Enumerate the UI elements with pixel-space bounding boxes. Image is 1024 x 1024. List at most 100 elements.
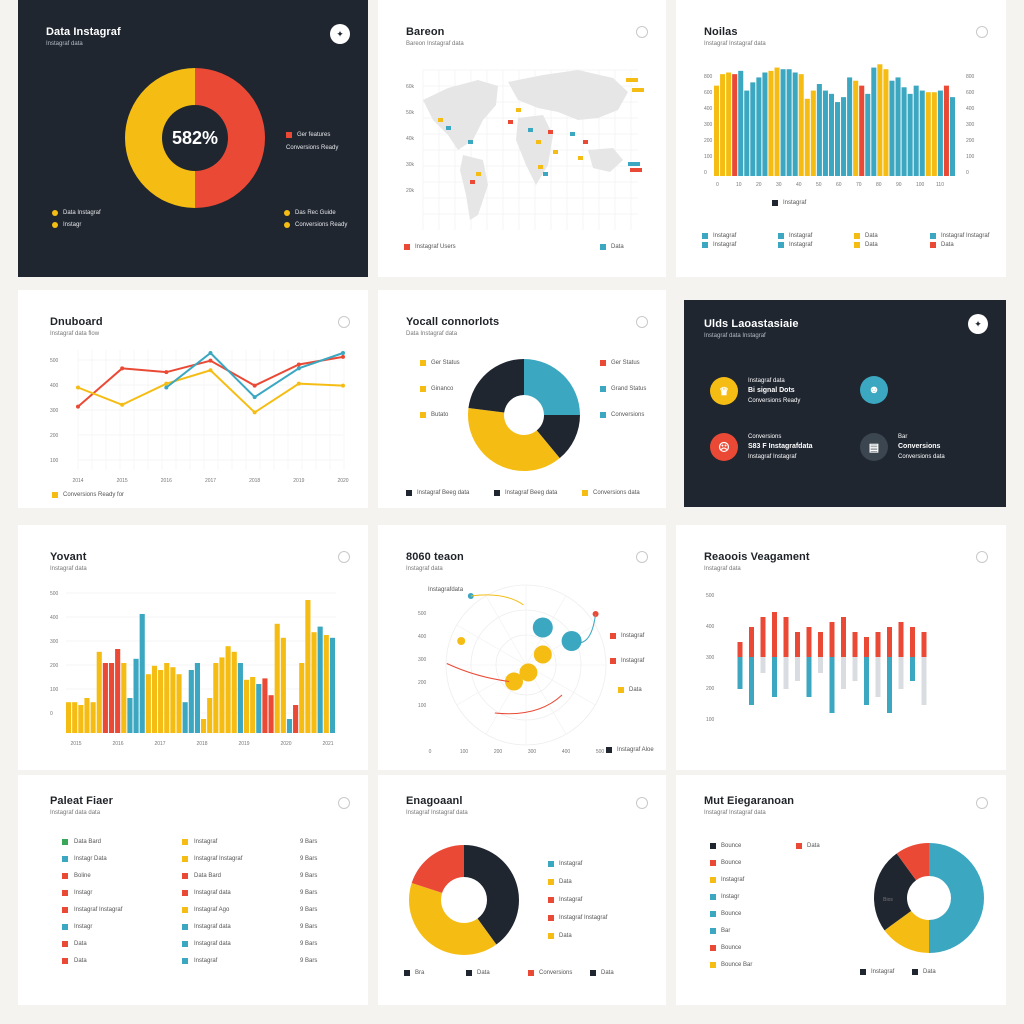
list-label: Instagraf bbox=[194, 958, 218, 964]
map-marker bbox=[632, 88, 644, 92]
menu-icon[interactable] bbox=[338, 316, 350, 328]
bar bbox=[859, 85, 865, 176]
legend-swatch bbox=[860, 969, 866, 975]
bar bbox=[756, 77, 762, 176]
bar-chart: 800 800 600 600 400 400 300 300 200 200 100 100 0 0 0 1… bbox=[704, 64, 975, 188]
legend-label: Instagraf Instagraf bbox=[941, 233, 990, 239]
list-swatch bbox=[62, 941, 68, 947]
y-tick-label: 300 bbox=[418, 657, 427, 663]
legend-label: Conversions bbox=[611, 412, 645, 418]
data-point bbox=[296, 366, 301, 371]
menu-icon[interactable] bbox=[338, 551, 350, 563]
bar bbox=[268, 695, 274, 733]
legend-label: Conversions bbox=[539, 970, 573, 976]
bar bbox=[256, 684, 262, 733]
card-bar-chart-2: Yovant Instagraf data 500 400 300 200 100 0 20… bbox=[18, 525, 368, 770]
bar-down bbox=[864, 657, 869, 705]
legend-item: Instagraf Instagraf bbox=[548, 915, 607, 921]
map-marker bbox=[446, 126, 451, 130]
x-tick-label: 300 bbox=[528, 749, 537, 755]
menu-icon[interactable] bbox=[976, 26, 988, 38]
x-tick-label: 30 bbox=[776, 182, 782, 188]
menu-icon[interactable] bbox=[976, 551, 988, 563]
legend-label: Instagraf bbox=[789, 233, 813, 239]
bar bbox=[311, 632, 317, 733]
legend-swatch bbox=[710, 843, 716, 849]
y-tick-label: 200 bbox=[50, 433, 59, 439]
legend-swatch bbox=[710, 945, 716, 951]
list-item: Instagraf bbox=[182, 958, 217, 964]
bar bbox=[280, 637, 286, 733]
legend-label: Data bbox=[865, 242, 878, 248]
list-value: 9 Bars bbox=[300, 890, 318, 896]
legend-swatch bbox=[912, 969, 918, 975]
bar-up bbox=[737, 642, 743, 657]
connector-line bbox=[470, 594, 524, 606]
legend-swatch bbox=[420, 360, 426, 366]
menu-icon[interactable]: ✦ bbox=[968, 314, 988, 334]
card-title: Bareon bbox=[406, 26, 445, 38]
bar bbox=[213, 663, 219, 733]
donut-slice bbox=[884, 910, 929, 953]
menu-icon[interactable] bbox=[636, 797, 648, 809]
map-marker bbox=[553, 150, 558, 154]
legend-item: Data Instagraf bbox=[52, 210, 101, 216]
x-tick-label: 10 bbox=[736, 182, 742, 188]
bar bbox=[108, 663, 115, 733]
menu-icon[interactable] bbox=[338, 797, 350, 809]
bar bbox=[871, 67, 877, 176]
list-label: Boline bbox=[74, 873, 91, 879]
legend-item: Instagraf bbox=[610, 633, 644, 639]
scatter-point bbox=[457, 637, 466, 645]
continent bbox=[508, 70, 628, 120]
legend-item: Data bbox=[590, 970, 614, 976]
legend-item: Instagraf bbox=[860, 969, 894, 975]
bar-down bbox=[921, 657, 927, 705]
legend-item: Instagraf Beeg data bbox=[494, 490, 557, 496]
legend-item: Conversions data bbox=[582, 490, 640, 496]
list-label: Instagr Data bbox=[74, 856, 107, 862]
bar bbox=[219, 657, 225, 733]
y-tick-label: 400 bbox=[50, 615, 59, 621]
menu-icon[interactable] bbox=[636, 26, 648, 38]
card-stats: Ulds Laoastasiaie Instagraf data Instagr… bbox=[684, 300, 1006, 507]
menu-icon[interactable] bbox=[636, 316, 648, 328]
menu-icon[interactable] bbox=[976, 797, 988, 809]
menu-icon[interactable]: ✦ bbox=[330, 24, 350, 44]
legend-swatch bbox=[404, 970, 410, 976]
bar bbox=[133, 658, 139, 733]
legend-item: Bra bbox=[404, 970, 424, 976]
legend-swatch bbox=[796, 843, 802, 849]
list-label: Data bbox=[74, 941, 87, 947]
stat-item: ▤ Bar Conversions Conversions data bbox=[860, 432, 945, 462]
legend-swatch bbox=[710, 962, 716, 968]
x-tick-label: 2015 bbox=[70, 741, 81, 747]
card-subtitle: Data Instagraf data bbox=[406, 331, 458, 337]
scatter-point bbox=[533, 645, 552, 664]
legend-swatch bbox=[548, 861, 554, 867]
list-label: Data bbox=[74, 958, 87, 964]
x-tick-label: 80 bbox=[876, 182, 882, 188]
bar-down bbox=[783, 657, 789, 689]
bar-up bbox=[795, 632, 800, 657]
x-tick-label: 2020 bbox=[280, 741, 291, 747]
list-item: Data bbox=[62, 958, 87, 964]
list-value: 9 Bars bbox=[300, 873, 318, 879]
bar bbox=[907, 93, 913, 176]
card-subtitle: Instagraf Instagraf data bbox=[406, 810, 468, 816]
bar bbox=[841, 97, 847, 176]
list-item: Data Bard bbox=[62, 839, 101, 845]
legend-label: Bounce bbox=[721, 945, 742, 951]
donut-slice bbox=[195, 68, 265, 208]
y-tick-label: 600 bbox=[704, 90, 713, 96]
bar bbox=[102, 663, 108, 733]
menu-icon[interactable] bbox=[636, 551, 648, 563]
map-marker bbox=[438, 118, 443, 122]
legend-item: Instagraf bbox=[778, 233, 812, 239]
bar-up bbox=[864, 637, 869, 657]
bar bbox=[901, 87, 907, 176]
donut-slice bbox=[464, 845, 519, 945]
bar-up bbox=[852, 632, 858, 657]
bar-down bbox=[760, 657, 766, 673]
map-marker bbox=[536, 140, 541, 144]
